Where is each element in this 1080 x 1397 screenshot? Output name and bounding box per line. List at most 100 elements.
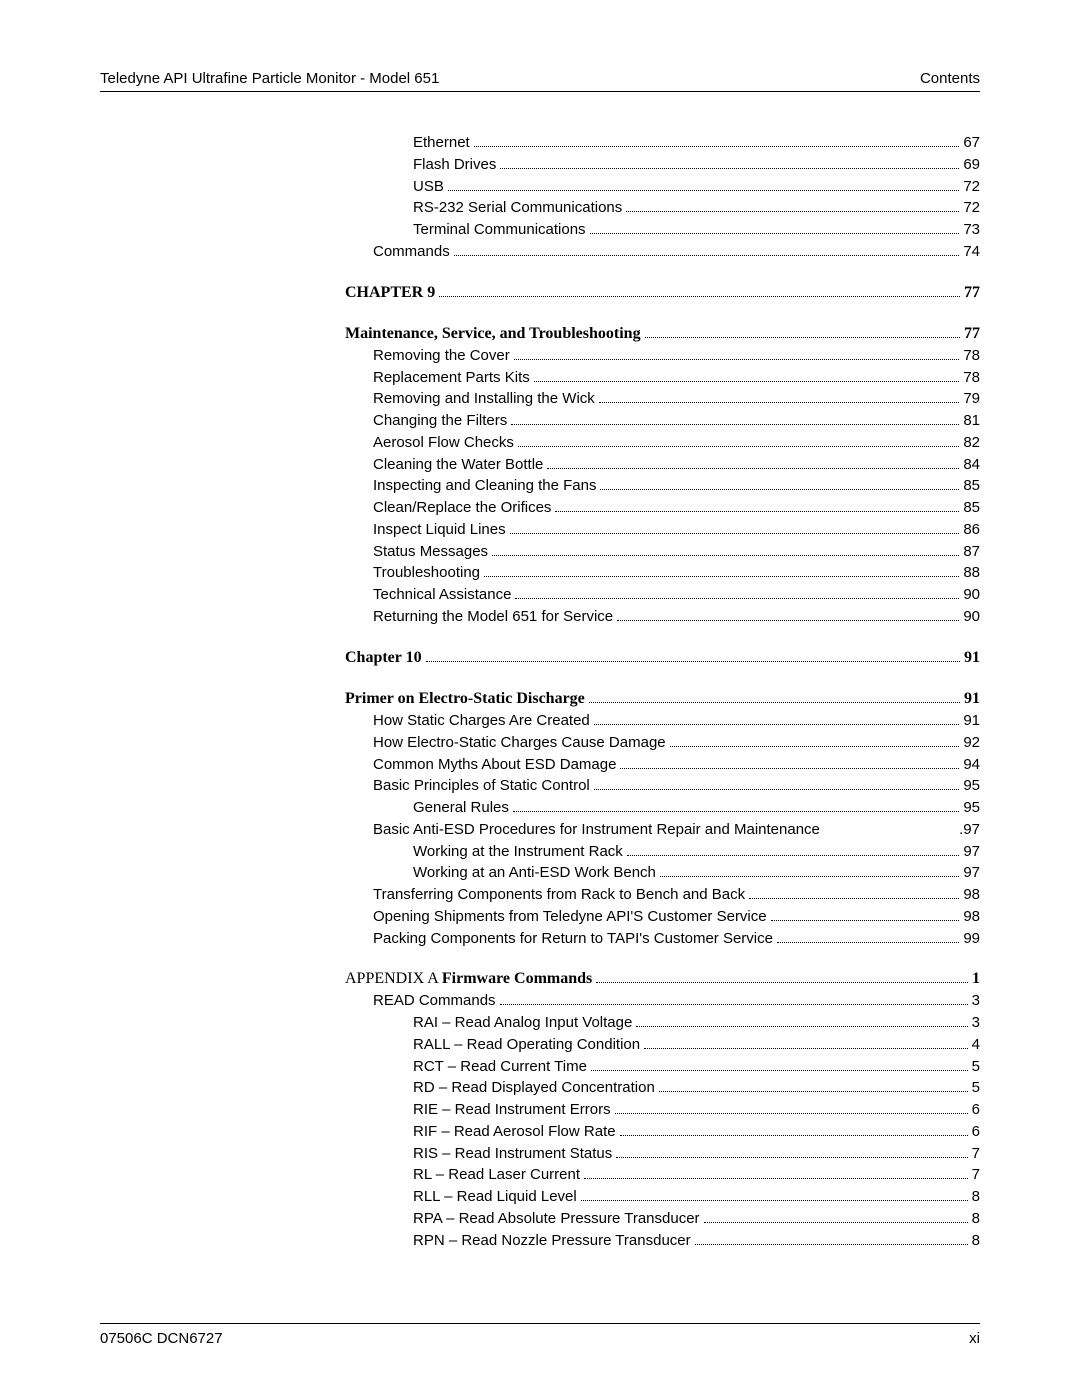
toc-page: 69 — [963, 154, 980, 176]
toc-label: Working at an Anti-ESD Work Bench — [413, 862, 656, 884]
toc-leader — [771, 920, 960, 921]
toc-entry: RD – Read Displayed Concentration5 — [345, 1077, 980, 1099]
toc-entry: RL – Read Laser Current7 — [345, 1164, 980, 1186]
toc-leader — [518, 446, 959, 447]
toc-entry: Basic Anti-ESD Procedures for Instrument… — [345, 819, 980, 841]
toc-leader — [645, 337, 960, 338]
toc-label: RS-232 Serial Communications — [413, 197, 622, 219]
toc-entry: Chapter 1091 — [345, 646, 980, 669]
toc-leader — [599, 402, 960, 403]
toc-label: Common Myths About ESD Damage — [373, 754, 616, 776]
document-page: Teledyne API Ultrafine Particle Monitor … — [0, 0, 1080, 1397]
toc-leader — [591, 1070, 968, 1071]
toc-page: 84 — [963, 454, 980, 476]
toc-leader — [594, 724, 960, 725]
toc-label: Primer on Electro-Static Discharge — [345, 687, 585, 710]
toc-label: RLL – Read Liquid Level — [413, 1186, 577, 1208]
toc-leader — [695, 1244, 968, 1245]
toc-page: 72 — [963, 197, 980, 219]
toc-page: 90 — [963, 606, 980, 628]
toc-page: 73 — [963, 219, 980, 241]
toc-page: 85 — [963, 475, 980, 497]
toc-entry: Status Messages87 — [345, 541, 980, 563]
toc-label: RPN – Read Nozzle Pressure Transducer — [413, 1230, 691, 1252]
toc-page: 97 — [963, 841, 980, 863]
toc-entry: RPN – Read Nozzle Pressure Transducer8 — [345, 1230, 980, 1252]
toc-leader — [547, 468, 959, 469]
toc-entry: Aerosol Flow Checks 82 — [345, 432, 980, 454]
toc-page: 95 — [963, 797, 980, 819]
toc-entry: Replacement Parts Kits78 — [345, 367, 980, 389]
toc-leader — [627, 855, 960, 856]
toc-label: Maintenance, Service, and Troubleshootin… — [345, 322, 641, 345]
toc-entry: Terminal Communications73 — [345, 219, 980, 241]
toc-entry: RPA – Read Absolute Pressure Transducer8 — [345, 1208, 980, 1230]
toc-label: Flash Drives — [413, 154, 496, 176]
toc-leader — [590, 233, 960, 234]
toc-entry: RLL – Read Liquid Level8 — [345, 1186, 980, 1208]
toc-entry: RCT – Read Current Time5 — [345, 1056, 980, 1078]
toc-label: Technical Assistance — [373, 584, 511, 606]
toc-label: Removing the Cover — [373, 345, 510, 367]
toc-entry: Removing the Cover78 — [345, 345, 980, 367]
toc-entry: Working at an Anti-ESD Work Bench97 — [345, 862, 980, 884]
toc-leader — [500, 1004, 968, 1005]
toc-label: RCT – Read Current Time — [413, 1056, 587, 1078]
toc-label: RAI – Read Analog Input Voltage — [413, 1012, 632, 1034]
toc-leader — [636, 1026, 967, 1027]
toc-leader — [596, 982, 968, 983]
toc-page: 81 — [963, 410, 980, 432]
toc-leader — [594, 789, 960, 790]
toc-entry: Technical Assistance 90 — [345, 584, 980, 606]
page-footer: 07506C DCN6727 xi — [100, 1323, 980, 1347]
toc-page: 77 — [964, 322, 980, 345]
toc-label: RIE – Read Instrument Errors — [413, 1099, 611, 1121]
toc-entry: APPENDIX A Firmware Commands1 — [345, 967, 980, 990]
toc-leader — [777, 942, 959, 943]
toc-page: .97 — [959, 819, 980, 841]
toc-page: 72 — [963, 176, 980, 198]
toc-page: 95 — [963, 775, 980, 797]
toc-page: 90 — [963, 584, 980, 606]
toc-page: 91 — [963, 710, 980, 732]
toc-leader — [620, 1135, 968, 1136]
toc-entry: Removing and Installing the Wick 79 — [345, 388, 980, 410]
toc-entry: Transferring Components from Rack to Ben… — [345, 884, 980, 906]
toc-entry: Commands74 — [345, 241, 980, 263]
toc-leader — [515, 598, 959, 599]
toc-label: General Rules — [413, 797, 509, 819]
toc-page: 79 — [963, 388, 980, 410]
toc-label: Inspecting and Cleaning the Fans — [373, 475, 596, 497]
toc-label: How Static Charges Are Created — [373, 710, 590, 732]
toc-entry: RAI – Read Analog Input Voltage 3 — [345, 1012, 980, 1034]
toc-label: Returning the Model 651 for Service — [373, 606, 613, 628]
toc-page: 74 — [963, 241, 980, 263]
toc-page: 3 — [972, 990, 980, 1012]
table-of-contents: Ethernet67Flash Drives69USB72RS-232 Seri… — [345, 132, 980, 1251]
toc-entry: Basic Principles of Static Control95 — [345, 775, 980, 797]
toc-page: 67 — [963, 132, 980, 154]
toc-page: 77 — [964, 281, 980, 304]
toc-leader — [439, 296, 960, 297]
toc-label: RIF – Read Aerosol Flow Rate — [413, 1121, 616, 1143]
toc-page: 98 — [963, 906, 980, 928]
toc-page: 99 — [963, 928, 980, 950]
toc-page: 87 — [963, 541, 980, 563]
toc-page: 91 — [964, 646, 980, 669]
toc-entry: Ethernet67 — [345, 132, 980, 154]
toc-entry: Troubleshooting88 — [345, 562, 980, 584]
toc-entry: General Rules 95 — [345, 797, 980, 819]
toc-leader — [660, 876, 959, 877]
toc-label: Aerosol Flow Checks — [373, 432, 514, 454]
toc-label: READ Commands — [373, 990, 496, 1012]
toc-entry: Returning the Model 651 for Service 90 — [345, 606, 980, 628]
toc-entry: Inspecting and Cleaning the Fans 85 — [345, 475, 980, 497]
toc-page: 85 — [963, 497, 980, 519]
toc-leader — [511, 424, 959, 425]
toc-page: 82 — [963, 432, 980, 454]
toc-page: 3 — [972, 1012, 980, 1034]
toc-label: Working at the Instrument Rack — [413, 841, 623, 863]
toc-label: Removing and Installing the Wick — [373, 388, 595, 410]
toc-page: 88 — [963, 562, 980, 584]
toc-page: 4 — [972, 1034, 980, 1056]
